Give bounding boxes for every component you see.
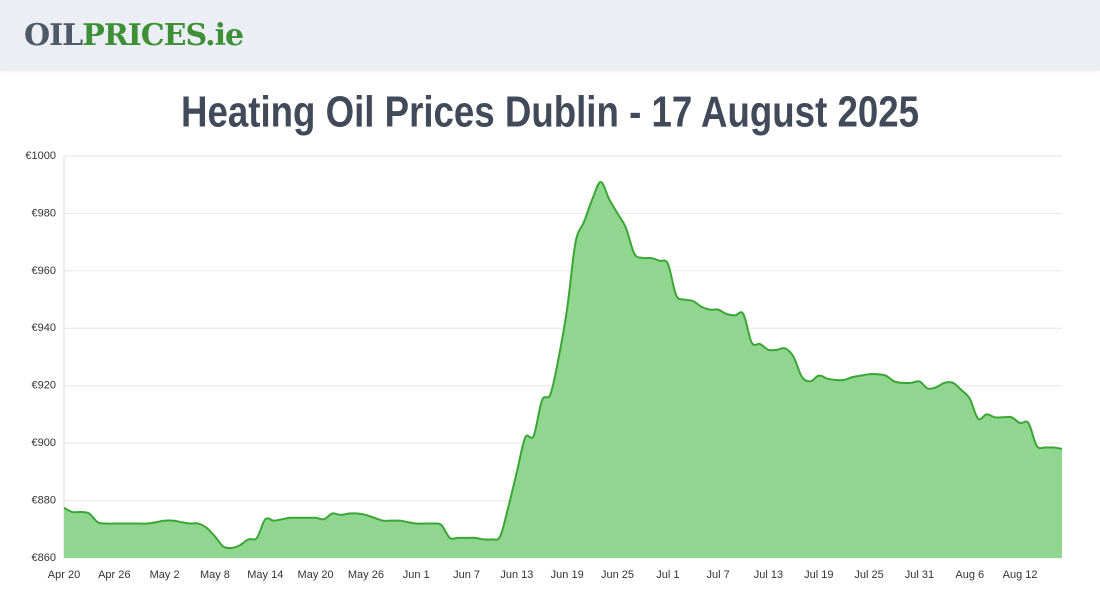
x-tick-label: Jun 13: [500, 569, 533, 581]
y-tick-label: €860: [32, 552, 56, 564]
x-tick-label: Jul 25: [854, 569, 883, 581]
line: [63, 180, 1063, 550]
y-tick-label: €880: [32, 494, 56, 506]
chart-title: Heating Oil Prices Dublin - 17 August 20…: [181, 88, 919, 137]
y-tick-label: €920: [32, 380, 56, 392]
x-tick-label: Jul 19: [804, 569, 833, 581]
x-tick-label: May 26: [348, 569, 384, 581]
x-tick-label: Jun 7: [453, 569, 480, 581]
logo-text: .ie: [205, 18, 244, 53]
x-tick-label: Jul 31: [905, 569, 934, 581]
x-tick-label: May 2: [150, 569, 180, 581]
logo[interactable]: OILPRICES.ie: [24, 18, 244, 53]
x-tick-label: Jul 13: [754, 569, 783, 581]
x-tick-label: Jun 19: [551, 569, 584, 581]
y-tick-label: €960: [32, 265, 56, 277]
x-tick-label: May 14: [247, 569, 283, 581]
x-tick-label: Jun 1: [403, 569, 430, 581]
x-tick-label: May 20: [298, 569, 334, 581]
x-tick-label: Jul 1: [656, 569, 679, 581]
x-tick-label: Aug 12: [1003, 569, 1038, 581]
y-tick-label: €940: [32, 322, 56, 334]
chart: Heating Oil Prices Dublin - 17 August 20…: [25, 88, 1063, 581]
y-tick-label: €980: [32, 207, 56, 219]
x-tick-label: May 8: [200, 569, 230, 581]
y-tick-label: €1000: [25, 150, 56, 162]
x-tick-label: Jul 7: [707, 569, 730, 581]
logo-text: OIL: [24, 18, 83, 53]
logo-text: PRICES: [82, 18, 206, 53]
x-tick-label: Apr 26: [98, 569, 130, 581]
x-tick-label: Jun 25: [601, 569, 634, 581]
x-tick-label: Aug 6: [955, 569, 984, 581]
y-tick-label: €900: [32, 437, 56, 449]
area: [64, 181, 1062, 558]
header: OILPRICES.ie: [0, 0, 1100, 70]
x-tick-label: Apr 20: [48, 569, 80, 581]
